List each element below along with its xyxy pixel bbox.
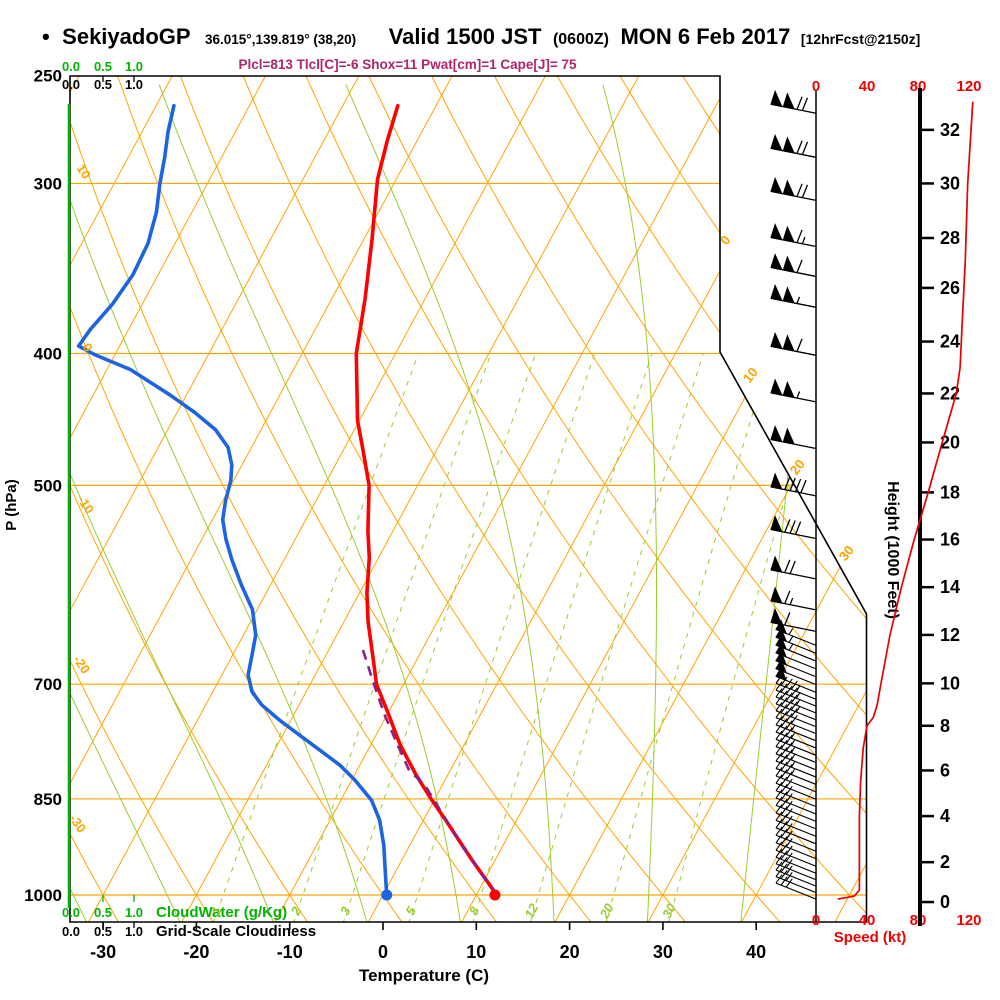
forecast-tag: [12hrFcst@2150z]	[800, 31, 921, 47]
mixing-ratio-label: 12	[521, 900, 541, 920]
svg-text:16: 16	[940, 530, 960, 550]
isotherm-lines	[70, 76, 867, 922]
svg-text:300: 300	[34, 174, 62, 193]
temperature-curve	[354, 103, 499, 897]
station-name: SekiyadoGP	[62, 24, 191, 49]
height-axis-title: Height (1000 Feet)	[884, 481, 901, 619]
svg-text:20: 20	[940, 432, 960, 452]
temperature-axis-title: Temperature (C)	[359, 966, 489, 985]
dry-adiabat-lines	[70, 76, 867, 922]
wind-speed-curve	[837, 101, 974, 900]
isotherm-label: 20	[787, 457, 808, 478]
svg-text:0.5: 0.5	[94, 905, 112, 920]
svg-text:6: 6	[940, 760, 950, 780]
svg-text:10: 10	[466, 942, 486, 962]
svg-text:0: 0	[812, 912, 820, 929]
isotherm-label: 30	[836, 543, 857, 564]
svg-text:0: 0	[812, 78, 820, 95]
cloudiness-scale-title: Grid-Scale Cloudiness	[156, 923, 316, 940]
svg-text:1.0: 1.0	[125, 59, 143, 74]
isotherm-label: 10	[740, 365, 761, 386]
svg-text:0.5: 0.5	[94, 59, 112, 74]
valid-time: Valid 1500 JST	[388, 24, 542, 49]
mixing-ratio-lines	[212, 353, 828, 922]
svg-text:0.0: 0.0	[62, 905, 80, 920]
svg-text:0: 0	[378, 942, 388, 962]
mixing-ratio-label: 3	[337, 903, 354, 917]
svg-text:400: 400	[34, 344, 62, 363]
svg-text:0.0: 0.0	[62, 59, 80, 74]
svg-text:30: 30	[940, 173, 960, 193]
svg-text:4: 4	[940, 806, 950, 826]
svg-text:10: 10	[940, 673, 960, 693]
svg-text:0.5: 0.5	[94, 77, 112, 92]
wind-barbs	[770, 89, 817, 900]
svg-text:18: 18	[940, 482, 960, 502]
svg-text:14: 14	[940, 577, 960, 597]
dry-adiabat-label: -10	[74, 492, 97, 516]
svg-text:-30: -30	[90, 942, 116, 962]
svg-text:0.0: 0.0	[62, 77, 80, 92]
svg-text:700: 700	[34, 675, 62, 694]
mixing-ratio-label: 30	[659, 900, 679, 920]
svg-text:0.5: 0.5	[94, 924, 112, 939]
svg-text:28: 28	[940, 228, 960, 248]
title-line: • SekiyadoGP 36.015°,139.819° (38,20) Va…	[42, 24, 920, 50]
svg-text:-20: -20	[183, 942, 209, 962]
svg-text:120: 120	[956, 912, 981, 929]
svg-text:500: 500	[34, 476, 62, 495]
dry-adiabat-label: 10	[73, 161, 94, 181]
svg-text:1.0: 1.0	[125, 905, 143, 920]
valid-date: MON 6 Feb 2017	[620, 24, 791, 49]
station-coords: 36.015°,139.819° (38,20)	[205, 32, 357, 47]
svg-text:32: 32	[940, 120, 960, 140]
svg-text:20: 20	[560, 942, 580, 962]
svg-text:8: 8	[940, 716, 950, 736]
plot-area	[70, 76, 867, 922]
parcel-curve	[360, 644, 498, 896]
svg-text:40: 40	[746, 942, 766, 962]
mixing-ratio-label: 8	[466, 903, 483, 917]
stability-indices: Plcl=813 Tlcl[C]=-6 Shox=11 Pwat[cm]=1 C…	[238, 57, 577, 72]
svg-text:0: 0	[940, 892, 950, 912]
svg-text:40: 40	[859, 912, 876, 929]
cloudwater-scale-title: CloudWater (g/Kg)	[156, 904, 287, 921]
surface-dewpoint-dot	[381, 889, 393, 901]
svg-text:1000: 1000	[24, 886, 62, 905]
mixing-ratio-label: 20	[596, 900, 617, 921]
svg-text:1.0: 1.0	[125, 77, 143, 92]
svg-text:0.0: 0.0	[62, 924, 80, 939]
svg-text:-10: -10	[277, 942, 303, 962]
svg-text:30: 30	[653, 942, 673, 962]
speed-axis-title: Speed (kt)	[834, 929, 907, 946]
svg-text:24: 24	[940, 332, 960, 352]
svg-text:12: 12	[940, 625, 960, 645]
mixing-ratio-label: 2	[287, 903, 304, 918]
svg-text:120: 120	[956, 78, 981, 95]
dewpoint-curve	[76, 103, 389, 897]
svg-text:250: 250	[34, 67, 62, 86]
svg-text:2: 2	[940, 852, 950, 872]
mixing-ratio-label: 5	[402, 903, 419, 917]
svg-text:850: 850	[34, 790, 62, 809]
dry-adiabat-label: -20	[70, 652, 93, 676]
svg-text:1.0: 1.0	[125, 924, 143, 939]
pressure-axis-title: P (hPa)	[3, 479, 20, 530]
plot-border	[69, 75, 868, 923]
valid-time-z: (0600Z)	[552, 31, 609, 48]
moist-adiabat-lines	[70, 84, 822, 922]
station-bullet: •	[42, 24, 50, 49]
surface-temperature-dot	[489, 889, 501, 901]
svg-text:26: 26	[940, 278, 960, 298]
svg-text:40: 40	[859, 78, 876, 95]
isobar-grid	[70, 182, 867, 896]
svg-text:80: 80	[910, 78, 927, 95]
